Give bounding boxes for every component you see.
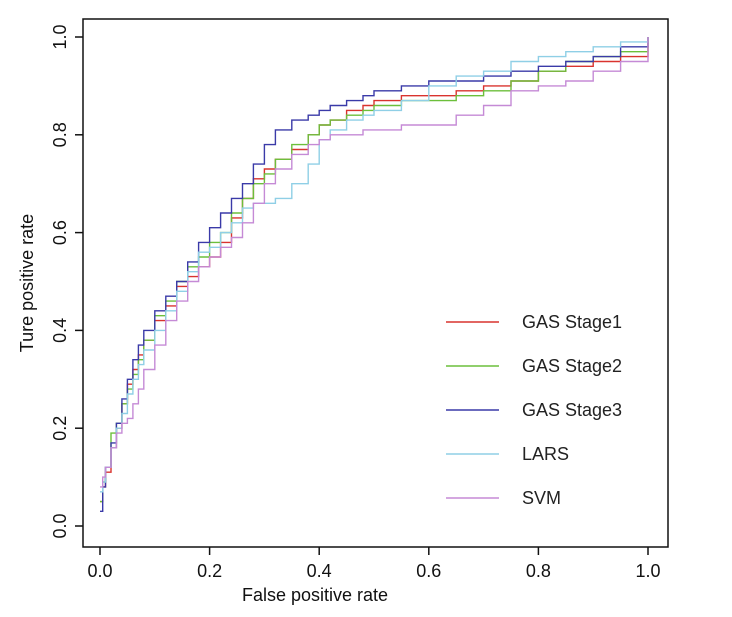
x-axis-title: False positive rate	[242, 585, 388, 605]
legend-label-gas-stage3: GAS Stage3	[522, 400, 622, 420]
plot-frame	[82, 18, 669, 548]
series-line-gas-stage2	[100, 37, 649, 503]
legend-label-svm: SVM	[522, 488, 561, 508]
y-tick-label: 1.0	[50, 24, 70, 49]
legend-label-gas-stage1: GAS Stage1	[522, 312, 622, 332]
y-tick-label: 0.2	[50, 416, 70, 441]
y-axis: 0.0 0.2 0.4 0.6 0.8 1.0	[50, 24, 83, 539]
legend-label-lars: LARS	[522, 444, 569, 464]
y-axis-title: Ture positive rate	[17, 214, 37, 352]
y-tick-label: 0.4	[50, 318, 70, 343]
x-tick-label: 0.6	[416, 561, 441, 581]
x-tick-label: 0.4	[307, 561, 332, 581]
y-tick-label: 0.0	[50, 513, 70, 538]
series-line-svm	[100, 37, 649, 488]
series-line-gas-stage3	[100, 37, 649, 512]
x-tick-label: 1.0	[635, 561, 660, 581]
y-tick-label: 0.8	[50, 122, 70, 147]
legend-label-gas-stage2: GAS Stage2	[522, 356, 622, 376]
series-layer	[100, 37, 649, 512]
x-tick-label: 0.8	[526, 561, 551, 581]
y-tick-label: 0.6	[50, 220, 70, 245]
x-tick-label: 0.0	[87, 561, 112, 581]
x-axis: 0.0 0.2 0.4 0.6 0.8 1.0	[87, 547, 661, 581]
legend: GAS Stage1 GAS Stage2 GAS Stage3 LARS SVM	[446, 312, 622, 508]
x-tick-label: 0.2	[197, 561, 222, 581]
